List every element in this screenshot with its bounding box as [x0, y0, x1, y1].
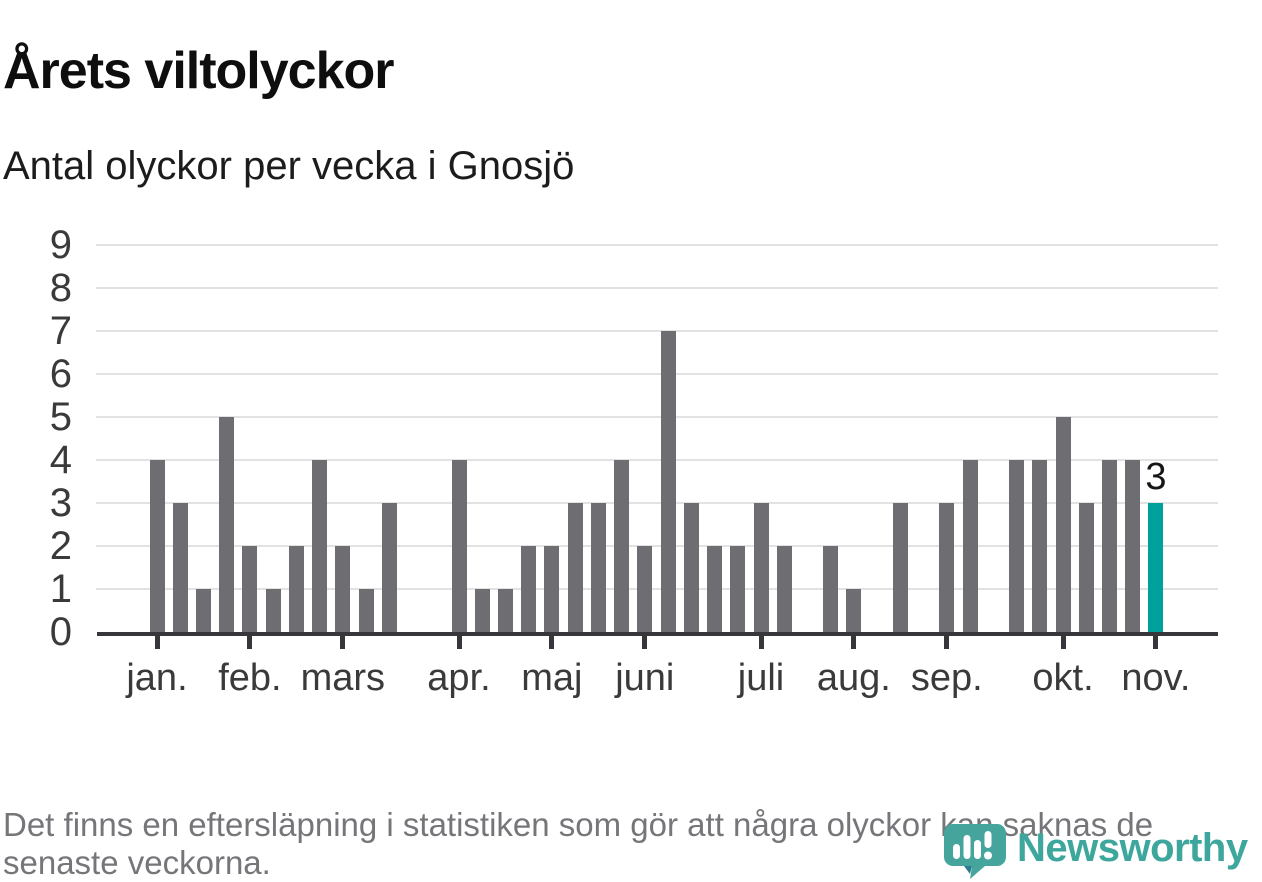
- y-axis-label-4: 4: [49, 438, 72, 482]
- x-axis-tick-aug: [851, 635, 857, 649]
- bar-week-35: [939, 503, 955, 632]
- bar-week-19: [567, 503, 583, 632]
- bar-week-36: [962, 460, 978, 632]
- bar-week-18: [544, 546, 560, 632]
- gridline-3: [96, 502, 1218, 504]
- bar-week-31: [846, 589, 862, 632]
- bar-week-17: [521, 546, 537, 632]
- x-axis-tick-okt: [1060, 635, 1066, 649]
- x-axis-label-maj: maj: [521, 657, 583, 699]
- bar-week-21: [614, 460, 630, 632]
- bar-week-23: [660, 331, 676, 632]
- gridline-2: [96, 545, 1218, 547]
- bar-week-39: [1032, 460, 1048, 632]
- x-axis-label-sep: sep.: [910, 657, 983, 699]
- page-title: Årets viltolyckor: [3, 41, 394, 100]
- x-axis-tick-feb: [247, 635, 253, 649]
- x-axis-label-apr: apr.: [427, 657, 491, 699]
- x-axis-label-juli: juli: [737, 657, 785, 699]
- gridline-5: [96, 416, 1218, 418]
- y-axis-label-0: 0: [49, 610, 72, 654]
- bar-week-14: [451, 460, 467, 632]
- bar-week-3: [196, 589, 211, 632]
- bar-week-26: [730, 546, 746, 632]
- x-axis-label-aug: aug.: [816, 657, 891, 699]
- chart-subtitle: Antal olyckor per vecka i Gnosjö: [3, 144, 575, 188]
- x-axis-tick-mars: [340, 635, 346, 649]
- bar-week-8: [312, 460, 328, 632]
- x-axis-label-feb: feb.: [218, 657, 282, 699]
- x-axis-tick-juli: [758, 635, 764, 649]
- bar-week-15: [474, 589, 490, 632]
- x-axis-tick-apr: [456, 635, 462, 649]
- bar-week-20: [590, 503, 606, 632]
- gridline-6: [96, 373, 1218, 375]
- bar-week-27: [753, 503, 769, 632]
- bar-week-5: [242, 546, 258, 632]
- x-axis-tick-jan: [154, 635, 160, 649]
- bar-week-33: [892, 503, 908, 632]
- y-axis-label-6: 6: [49, 352, 72, 396]
- gridline-8: [96, 287, 1218, 289]
- bar-week-28: [776, 546, 792, 632]
- x-axis-label-juni: juni: [615, 657, 675, 699]
- gridline-7: [96, 330, 1218, 332]
- gridline-4: [96, 459, 1218, 461]
- y-axis-label-7: 7: [49, 309, 72, 353]
- x-axis-line: [97, 632, 1218, 636]
- bar-week-1: [149, 460, 165, 632]
- bar-week-38: [1009, 460, 1024, 632]
- bar-week-6: [265, 589, 281, 632]
- bar-week-30: [823, 546, 839, 632]
- y-axis-label-8: 8: [49, 266, 72, 310]
- x-axis-label-nov: nov.: [1121, 657, 1191, 699]
- last-bar-value-label: 3: [1145, 456, 1167, 498]
- bar-week-10: [358, 589, 374, 632]
- x-axis-tick-sep: [944, 635, 950, 649]
- bar-week-25: [707, 546, 722, 632]
- y-axis-label-1: 1: [49, 567, 72, 611]
- bar-week-4: [219, 417, 235, 632]
- x-axis-label-mars: mars: [300, 657, 386, 699]
- y-axis-label-2: 2: [49, 524, 72, 568]
- bar-week-42: [1101, 460, 1117, 632]
- bar-week-7: [288, 546, 304, 632]
- bar-week-2: [172, 503, 188, 632]
- bar-week-24: [683, 503, 699, 632]
- gridline-9: [96, 244, 1218, 246]
- y-axis-label-5: 5: [49, 395, 72, 439]
- x-axis-tick-maj: [549, 635, 555, 649]
- bar-week-9: [335, 546, 351, 632]
- bar-week-16: [497, 589, 513, 632]
- newsworthy-logo: Newsworthy: [944, 824, 1248, 879]
- bar-week-40: [1055, 417, 1071, 632]
- x-axis-label-okt: okt.: [1032, 657, 1094, 699]
- y-axis-label-9: 9: [49, 223, 72, 267]
- gridline-1: [96, 588, 1218, 590]
- newsworthy-logo-icon: [944, 824, 1008, 879]
- newsworthy-logo-text: Newsworthy: [1017, 826, 1248, 870]
- x-axis-label-jan: jan.: [126, 657, 188, 699]
- bar-week-44-highlight: [1148, 503, 1164, 632]
- bar-week-43: [1125, 460, 1141, 632]
- bar-week-22: [637, 546, 653, 632]
- bar-week-41: [1078, 503, 1094, 632]
- y-axis-label-3: 3: [49, 481, 72, 525]
- x-axis-tick-nov: [1153, 635, 1159, 649]
- x-axis-tick-juni: [642, 635, 648, 649]
- bar-week-11: [381, 503, 397, 632]
